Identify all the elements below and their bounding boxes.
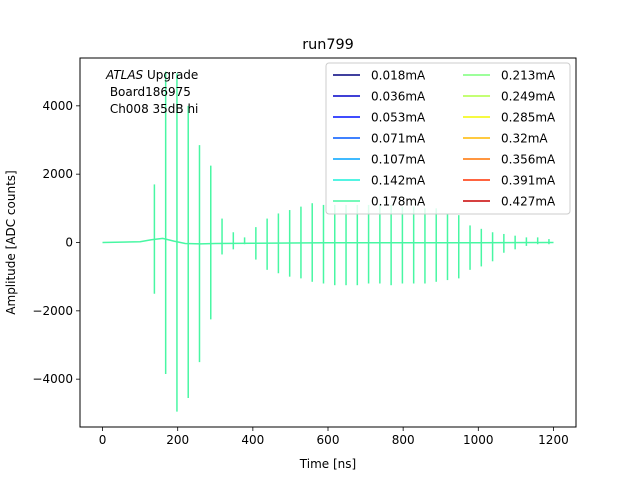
x-tick-label: 600 [317,433,340,447]
legend-label: 0.391mA [501,174,556,188]
x-tick-label: 200 [166,433,189,447]
x-axis-ticks: 0 200 400 600 800 1000 1200 [99,427,569,447]
legend-label: 0.053mA [371,111,426,125]
y-tick-label: 4000 [42,99,73,113]
legend-label: 0.356mA [501,153,556,167]
chart-title: run799 [302,37,354,53]
y-tick-label: 2000 [42,167,73,181]
x-tick-label: 400 [241,433,264,447]
legend-label: 0.213mA [501,69,556,83]
x-tick-label: 1000 [463,433,494,447]
legend: 0.018mA 0.036mA 0.053mA 0.071mA 0.107mA 0.142… [325,62,571,215]
legend-label: 0.036mA [371,90,426,104]
x-axis-label: Time [ns] [299,457,356,471]
legend-label: 0.107mA [371,153,426,167]
x-tick-label: 0 [99,433,107,447]
legend-label: 0.178mA [371,195,426,209]
x-tick-label: 1200 [538,433,569,447]
annotation-line-3: Ch008 35dB hi [106,102,198,116]
x-tick-label: 800 [392,433,415,447]
legend-label: 0.018mA [371,69,426,83]
annotation-atlas: ATLAS [105,68,144,82]
legend-label: 0.32mA [501,132,548,146]
y-axis-label: Amplitude [ADC counts] [4,170,18,314]
legend-frame [325,62,571,215]
plot-area [102,71,554,412]
chart-annotation: ATLAS Upgrade Board186975 Ch008 35dB hi [105,68,198,116]
y-tick-label: −4000 [32,372,73,386]
y-axis-ticks: −4000 −2000 0 2000 4000 [32,99,80,386]
legend-label: 0.427mA [501,195,556,209]
annotation-line-2: Board186975 [106,85,191,99]
legend-label: 0.285mA [501,111,556,125]
legend-label: 0.142mA [371,174,426,188]
legend-label: 0.249mA [501,90,556,104]
annotation-line-1: ATLAS Upgrade [105,68,198,82]
annotation-upgrade: Upgrade [143,68,198,82]
legend-label: 0.071mA [371,132,426,146]
y-tick-label: 0 [65,236,73,250]
y-tick-label: −2000 [32,304,73,318]
